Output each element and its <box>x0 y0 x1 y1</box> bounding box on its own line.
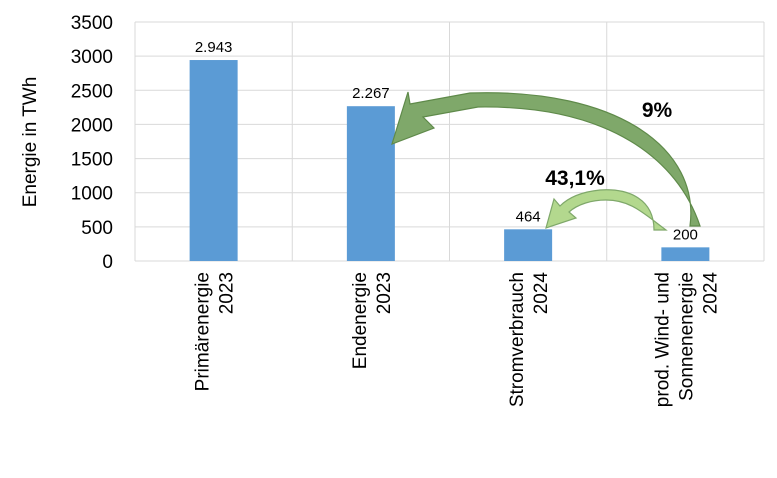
arrow-9-percent <box>391 91 701 227</box>
data-label: 2.943 <box>195 39 233 56</box>
bar <box>661 247 710 261</box>
data-label: 200 <box>673 226 698 243</box>
bars <box>189 60 710 261</box>
category-label: prod. Wind- und <box>652 272 673 407</box>
arrow-43-percent <box>545 189 668 231</box>
category-label: Endenergie <box>350 272 371 369</box>
y-tick-label: 2500 <box>71 81 113 102</box>
category-label: Stromverbrauch <box>507 272 528 407</box>
y-tick-label: 3000 <box>71 47 113 68</box>
y-axis-label: Energie in TWh <box>20 77 41 208</box>
bar <box>189 60 238 261</box>
annotation-label: 43,1% <box>545 167 605 190</box>
category-label: 2023 <box>374 272 395 314</box>
data-label: 464 <box>516 208 541 225</box>
y-tick-label: 0 <box>102 252 113 273</box>
category-label: Primärenergie <box>193 272 214 391</box>
data-label: 2.267 <box>352 85 390 102</box>
annotation-label: 9% <box>642 99 673 122</box>
y-tick-label: 1000 <box>71 184 113 205</box>
category-label: Sonnenenergie <box>676 272 697 401</box>
category-labels: Primärenergie 2023 Endenergie 2023 Stromverb… <box>193 272 722 408</box>
annotation-arrows: 9% 43,1% <box>391 91 701 231</box>
y-tick-label: 2000 <box>71 115 113 136</box>
category-label: 2024 <box>700 272 721 315</box>
bar <box>346 106 395 261</box>
y-tick-label: 500 <box>81 218 113 239</box>
y-axis-ticks: 0 500 1000 1500 2000 2500 3000 3500 <box>71 13 113 273</box>
category-label: 2023 <box>217 272 238 314</box>
category-label: 2024 <box>531 272 552 315</box>
y-tick-label: 3500 <box>71 13 113 34</box>
y-tick-label: 1500 <box>71 150 113 171</box>
grid-lines <box>134 21 765 262</box>
bar <box>504 229 553 261</box>
data-labels: 2.943 2.267 464 200 <box>195 39 698 243</box>
